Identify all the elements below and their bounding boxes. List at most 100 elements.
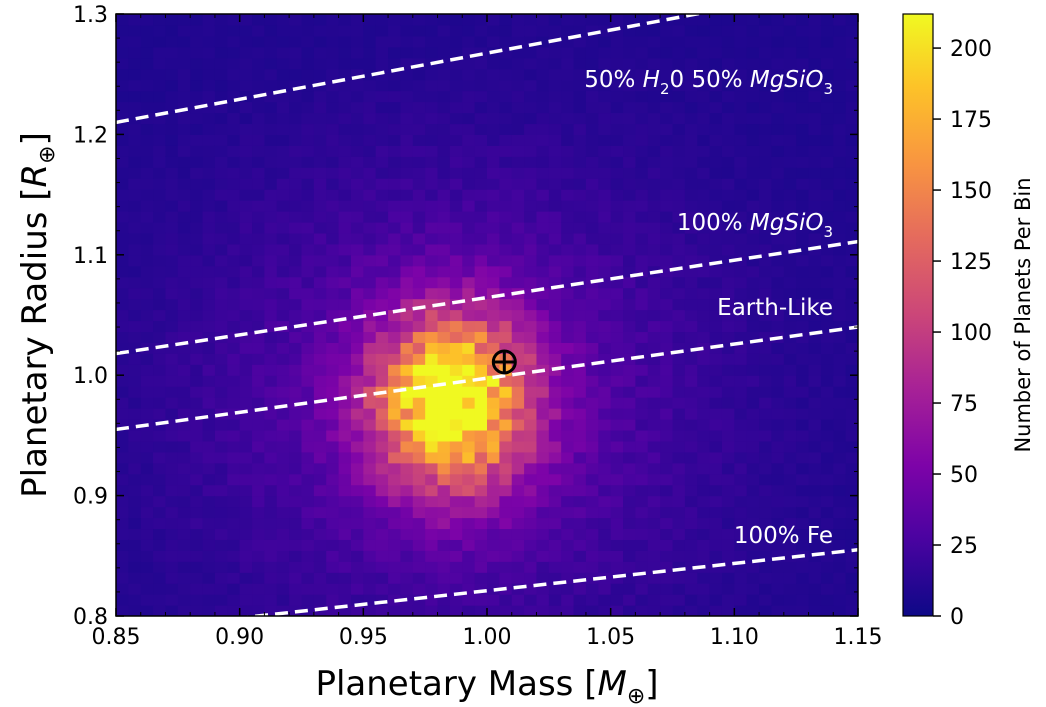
heatmap-bin [202, 221, 216, 234]
heatmap-bin [511, 298, 525, 311]
heatmap-bin [202, 342, 216, 354]
heatmap-bin [375, 473, 389, 486]
heatmap-bin [672, 375, 686, 387]
heatmap-bin [684, 331, 698, 343]
heatmap-bin [165, 506, 179, 519]
heatmap-bin [746, 397, 760, 409]
heatmap-bin [647, 550, 661, 562]
heatmap-bin [202, 320, 216, 333]
heatmap-bin [820, 484, 834, 497]
heatmap-bin [326, 418, 340, 431]
heatmap-bin [783, 408, 797, 420]
heatmap-bin [313, 484, 327, 497]
heatmap-bin [771, 572, 785, 584]
heatmap-bin [214, 418, 228, 431]
heatmap-bin [177, 221, 191, 234]
heatmap-bin [499, 211, 513, 223]
heatmap-bin [796, 35, 810, 48]
heatmap-bin [462, 528, 476, 540]
heatmap-bin [301, 276, 315, 289]
heatmap-bin [610, 167, 624, 179]
heatmap-bin [796, 189, 810, 201]
heatmap-bin [227, 112, 241, 125]
heatmap-bin [635, 440, 649, 453]
heatmap-bin [585, 594, 599, 606]
heatmap-bin [437, 243, 451, 256]
heatmap-bin [647, 484, 661, 497]
heatmap-bin [561, 594, 575, 606]
series-line [241, 548, 858, 616]
heatmap-bin [845, 397, 858, 409]
heatmap-bin [412, 528, 426, 540]
heatmap-bin [820, 101, 834, 114]
heatmap-bin [511, 517, 525, 530]
heatmap-bin [177, 375, 191, 387]
heatmap-bin [610, 517, 624, 530]
heatmap-bin [338, 462, 352, 475]
heatmap-bin [375, 320, 389, 333]
heatmap-bin [264, 90, 278, 103]
heatmap-bin [697, 46, 711, 59]
heatmap-bin [116, 112, 129, 125]
heatmap-bin [338, 24, 352, 37]
heatmap-bin [561, 397, 575, 409]
heatmap-bin [338, 123, 352, 135]
heatmap-bin [783, 35, 797, 48]
heatmap-bin [227, 178, 241, 190]
heatmap-bin [264, 309, 278, 322]
heatmap-bin [239, 145, 253, 157]
heatmap-bin [709, 375, 723, 387]
heatmap-bin [165, 561, 179, 573]
heatmap-bin [227, 287, 241, 300]
heatmap-bin [598, 24, 612, 37]
heatmap-bin [820, 309, 834, 322]
heatmap-bin [474, 320, 488, 333]
heatmap-bin [561, 35, 575, 48]
heatmap-bin [214, 145, 228, 157]
heatmap-bin [746, 211, 760, 223]
heatmap-bin [672, 156, 686, 168]
heatmap-bin [350, 572, 364, 584]
heatmap-bin [437, 462, 451, 475]
heatmap-bin [202, 506, 216, 519]
heatmap-bin [128, 14, 142, 26]
heatmap-bin [128, 265, 142, 278]
heatmap-bin [796, 24, 810, 37]
heatmap-bin [635, 462, 649, 475]
heatmap-bin [252, 221, 265, 234]
heatmap-bin [771, 189, 785, 201]
heatmap-bin [623, 167, 636, 179]
heatmap-bin [783, 90, 797, 103]
heatmap-bin [375, 517, 389, 530]
heatmap-bin [808, 364, 822, 376]
heatmap-bin [462, 418, 476, 431]
heatmap-bin [524, 35, 538, 48]
heatmap-bin [820, 276, 834, 289]
heatmap-bin [623, 35, 636, 48]
heatmap-bin [437, 418, 451, 431]
heatmap-bin [709, 112, 723, 125]
heatmap-bin [462, 331, 476, 343]
heatmap-bin [684, 572, 698, 584]
heatmap-bin [561, 123, 575, 135]
heatmap-bin [796, 68, 810, 81]
heatmap-bin [672, 605, 686, 616]
heatmap-bin [536, 79, 550, 92]
x-tick-label: 0.85 [92, 625, 141, 650]
heatmap-bin [363, 342, 377, 354]
heatmap-bin [548, 375, 562, 387]
heatmap-bin [598, 243, 612, 256]
heatmap-bin [808, 178, 822, 190]
heatmap-bin [239, 221, 253, 234]
heatmap-bin [412, 408, 426, 420]
heatmap-bin [746, 572, 760, 584]
heatmap-bin [425, 298, 439, 311]
heatmap-bin [227, 200, 241, 212]
heatmap-bin [388, 418, 402, 431]
heatmap-bin [276, 189, 290, 201]
heatmap-bin [128, 320, 142, 333]
heatmap-bin [227, 24, 241, 37]
heatmap-bin [746, 506, 760, 519]
heatmap-bin [561, 200, 575, 212]
heatmap-bin [548, 189, 562, 201]
